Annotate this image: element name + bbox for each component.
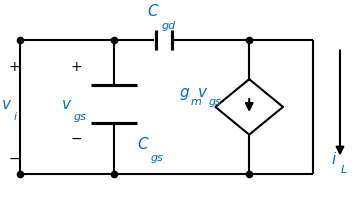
Text: gs: gs (151, 153, 163, 163)
Text: i: i (331, 152, 335, 167)
Text: i: i (13, 112, 16, 122)
Text: v: v (62, 97, 71, 112)
Text: +: + (71, 60, 82, 74)
Text: gd: gd (161, 21, 176, 31)
Text: m: m (190, 97, 201, 107)
Text: v: v (2, 97, 11, 112)
Text: −: − (9, 151, 20, 165)
Text: C: C (137, 137, 148, 152)
Text: gs: gs (209, 97, 221, 107)
Text: g: g (180, 85, 189, 100)
Text: v: v (198, 85, 207, 100)
Text: L: L (341, 165, 347, 175)
Text: +: + (9, 60, 20, 74)
Text: −: − (71, 132, 82, 146)
Text: gs: gs (74, 112, 87, 122)
Text: C: C (148, 4, 158, 19)
